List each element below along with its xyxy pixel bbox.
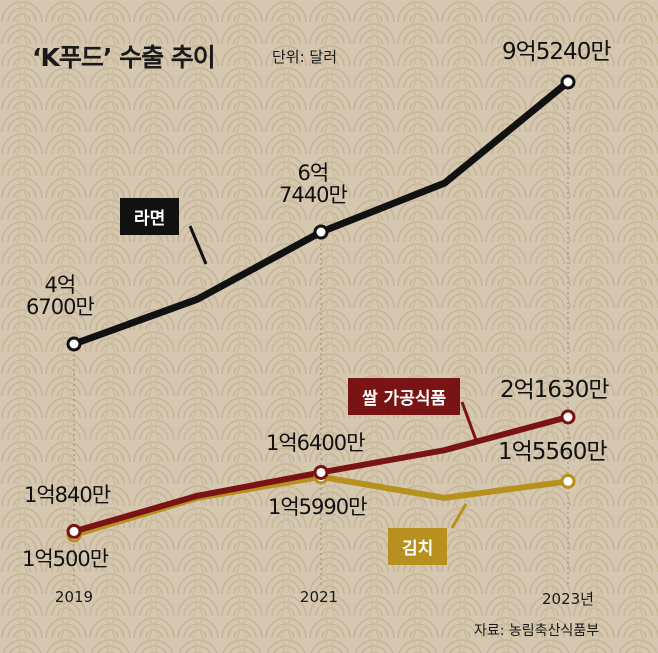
legend-tag-ramen: 라면 [120,198,180,235]
point-ramen-2021 [313,224,329,240]
point-layer [66,74,576,543]
point-kimchi-2023 [560,473,576,489]
unit-label: 단위: 달러 [272,48,338,66]
label-rice-2023: 2억1630만 [500,377,609,403]
x-tick-2019: 2019 [54,588,94,606]
x-tick-2021: 2021 [299,588,339,606]
tag-pointer-rice [460,401,478,441]
point-rice-2023 [560,409,576,425]
legend-tag-rice: 쌀 가공식품 [348,378,461,415]
label-ramen-2023: 9억5240만 [502,39,611,65]
point-rice-2019 [66,523,82,539]
x-tick-2023: 2023년 [542,590,594,608]
tag-pointer-kimchi [450,503,468,529]
guide-lines [73,82,569,585]
point-ramen-2019 [66,336,82,352]
label-ramen-2019: 4억 6700만 [26,273,95,320]
chart-title: ‘K푸드’ 수출 추이 [32,43,216,72]
point-rice-2021 [313,464,329,480]
label-kimchi-2023: 1억5560만 [498,439,607,465]
source-note: 자료: 농림축산식품부 [474,623,600,639]
label-kimchi-2019: 1억500만 [22,547,109,571]
label-ramen-2021: 6억 7440만 [279,161,348,208]
point-ramen-2023 [560,74,576,90]
label-kimchi-2021: 1억5990만 [268,495,367,519]
legend-tag-kimchi: 김치 [388,528,448,565]
label-rice-2021: 1억6400만 [266,431,365,455]
label-rice-2019: 1억840만 [24,483,111,507]
tag-pointer-ramen [188,225,208,265]
